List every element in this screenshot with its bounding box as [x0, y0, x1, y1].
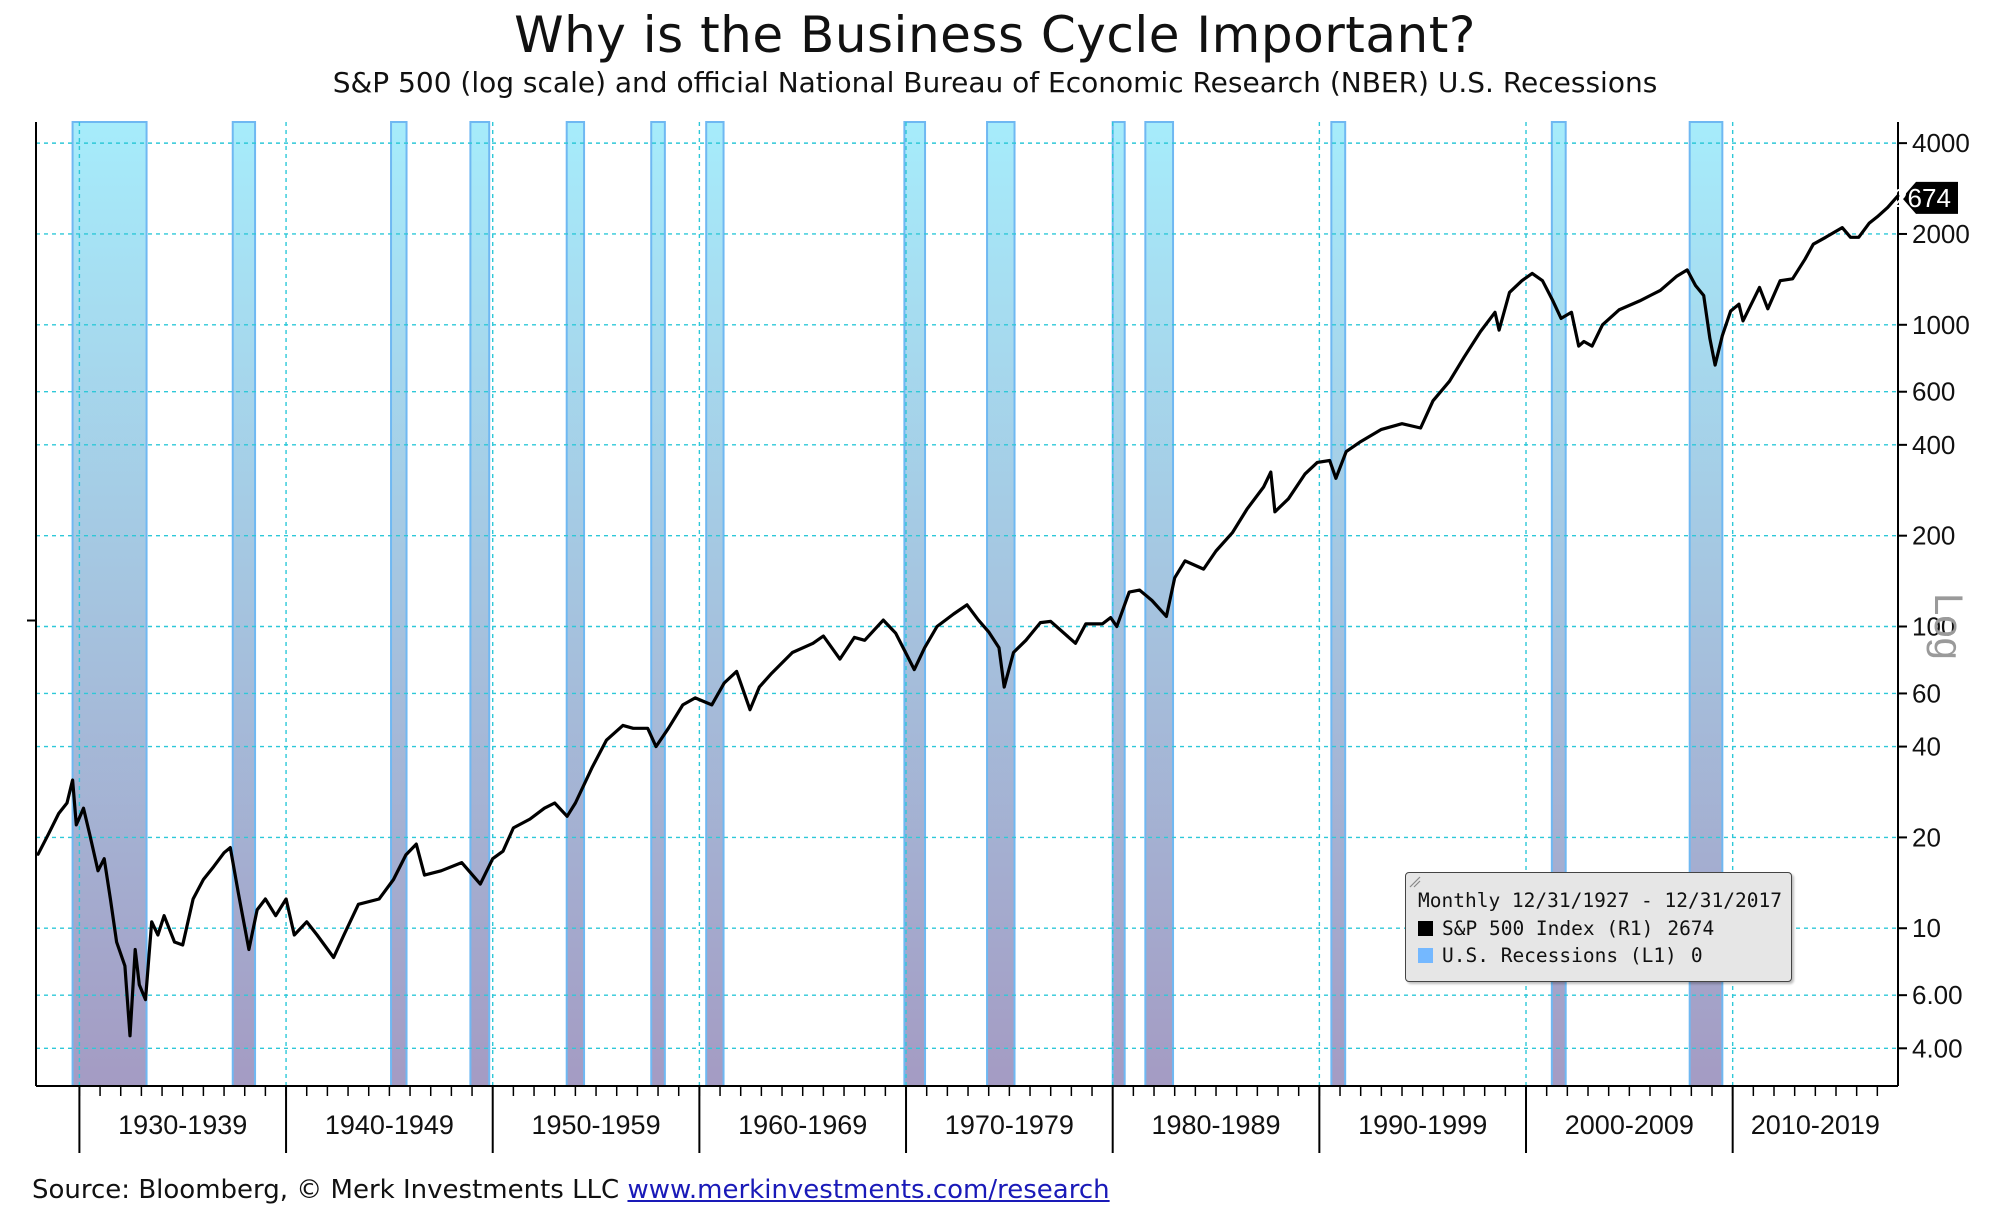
y-tick-label: 600 — [1912, 377, 1955, 407]
source-text: Source: Bloomberg, © Merk Investments LL… — [32, 1175, 620, 1205]
last-value-label: 2674 — [1893, 183, 1951, 213]
y-tick-label: 60 — [1912, 678, 1941, 708]
sp500-line — [36, 194, 1900, 1038]
decade-label: 1990-1999 — [1358, 1110, 1487, 1140]
decade-label: 1960-1969 — [738, 1110, 867, 1140]
decade-label: 1940-1949 — [325, 1110, 454, 1140]
y-axis-title: Log — [1926, 593, 1970, 660]
axis-labels: 4000 2000 1000 600 400 200 100 60 40 20 10 6.00 4.00… — [118, 128, 1970, 1140]
recession-band — [390, 121, 408, 1087]
legend-header: Monthly 12/31/1927 - 12/31/2017 — [1418, 889, 1782, 912]
legend-swatch-recessions — [1418, 948, 1433, 963]
y-tick-label: 20 — [1912, 822, 1941, 852]
recession-band — [903, 121, 927, 1087]
y-tick-label: 10 — [1912, 913, 1941, 943]
axes — [27, 122, 1907, 1153]
legend[interactable]: Monthly 12/31/1927 - 12/31/2017 S&P 500 … — [1405, 872, 1792, 982]
legend-item-recessions: U.S. Recessions (L1) 0 — [1418, 944, 1703, 967]
chart-subtitle: S&P 500 (log scale) and official Nationa… — [332, 66, 1658, 99]
legend-label: S&P 500 Index (R1) — [1442, 917, 1654, 940]
y-tick-label: 2000 — [1912, 219, 1970, 249]
source-link[interactable]: www.merkinvestments.com/research — [627, 1175, 1110, 1205]
decade-label: 1950-1959 — [531, 1110, 660, 1140]
recession-band — [565, 121, 586, 1087]
y-tick-label: 6.00 — [1912, 980, 1963, 1010]
recession-band — [705, 121, 725, 1087]
legend-swatch-sp500 — [1418, 921, 1433, 936]
y-tick-label: 4.00 — [1912, 1033, 1963, 1063]
sp500-series — [36, 194, 1900, 1038]
y-tick-label: 100 — [1912, 612, 1955, 642]
y-tick-label: 400 — [1912, 430, 1955, 460]
source-note: Source: Bloomberg, © Merk Investments LL… — [32, 1175, 1110, 1205]
y-tick-label: 4000 — [1912, 128, 1970, 158]
grid-lines — [36, 122, 1898, 1086]
legend-label: U.S. Recessions (L1) — [1442, 944, 1677, 967]
resize-grip-icon[interactable] — [1409, 876, 1421, 888]
decade-label: 2010-2019 — [1751, 1110, 1880, 1140]
recession-band — [650, 121, 666, 1087]
recession-band — [71, 121, 148, 1087]
legend-value: 0 — [1690, 944, 1703, 967]
decade-label: 1970-1979 — [945, 1110, 1074, 1140]
y-tick-label: 200 — [1912, 521, 1955, 551]
legend-item-sp500: S&P 500 Index (R1) 2674 — [1418, 917, 1714, 940]
decade-label: 1930-1939 — [118, 1110, 247, 1140]
decade-label: 2000-2009 — [1565, 1110, 1694, 1140]
legend-value: 2674 — [1667, 917, 1715, 940]
y-tick-label: 1000 — [1912, 310, 1970, 340]
last-value-tag — [1902, 181, 1958, 214]
recession-band — [986, 121, 1016, 1087]
recession-band — [469, 121, 491, 1087]
recession-band — [1330, 121, 1347, 1087]
recession-band — [1111, 121, 1126, 1087]
chart-title: Why is the Business Cycle Important? — [514, 6, 1476, 64]
y-tick-label: 40 — [1912, 732, 1941, 762]
decade-label: 1980-1989 — [1151, 1110, 1280, 1140]
